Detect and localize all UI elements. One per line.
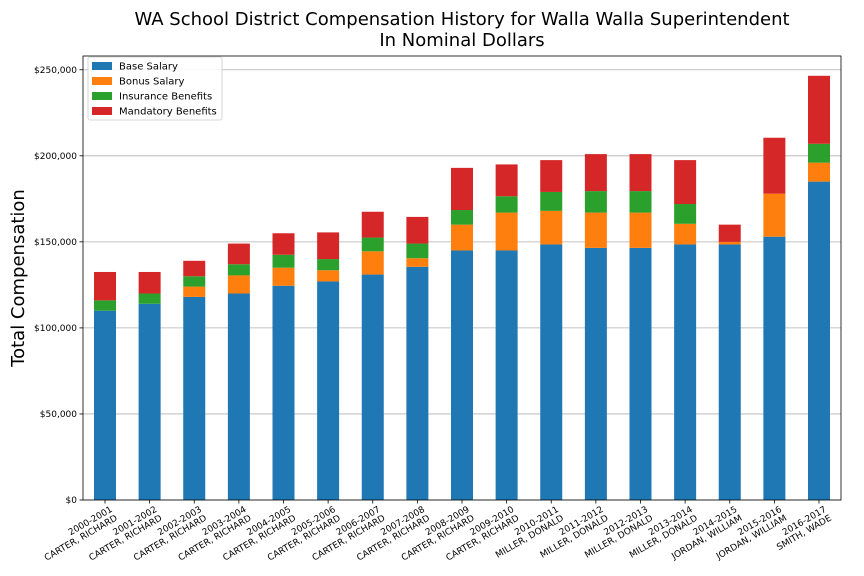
bar-segment-bonus-salary [227,275,250,294]
bar-segment-bonus-salary [540,210,563,245]
legend-swatch [92,107,112,115]
bar-segment-mandatory-benefits [317,232,340,260]
bar-segment-insurance-benefits [629,191,652,213]
bar-segment-insurance-benefits [138,293,161,304]
bar-segment-insurance-benefits [495,196,518,213]
bar-segment-insurance-benefits [361,237,384,252]
legend-swatch [92,77,112,85]
bar-segment-base-salary [808,181,830,500]
bar-segment-mandatory-benefits [227,243,250,265]
legend-box [87,56,223,121]
bar-segment-base-salary [495,250,518,500]
plot-frame [82,55,842,501]
bar-segment-bonus-salary [406,258,429,267]
bar-segment-mandatory-benefits [361,211,384,238]
bar-segment-insurance-benefits [183,276,206,287]
bar-segment-mandatory-benefits [94,271,116,301]
bar-segment-bonus-salary [495,212,518,251]
bar-segment-insurance-benefits [808,143,830,163]
bar-segment-mandatory-benefits [629,154,652,192]
bar-segment-base-salary [584,247,607,500]
bars [94,75,830,500]
bar-segment-bonus-salary [272,267,295,286]
bar-segment-mandatory-benefits [183,260,206,277]
legend-label: Bonus Salary [119,77,185,88]
bar-segment-insurance-benefits [674,204,697,224]
bar-segment-bonus-salary [674,223,697,245]
y-axis-ticks: $0 $50,000 $100,000 $150,000 $200,000 $250,00… [34,66,83,506]
bar-segment-bonus-salary [718,241,741,245]
legend-label: Mandatory Benefits [119,107,217,118]
bar-segment-bonus-salary [361,251,384,275]
y-tick-label: $200,000 [34,152,77,162]
bar-segment-insurance-benefits [451,210,473,225]
bar-segment-mandatory-benefits [495,164,518,197]
legend: Base Salary Bonus Salary Insurance Benefit… [87,56,223,121]
bar-segment-bonus-salary [584,212,607,248]
bar-segment-bonus-salary [763,193,786,237]
bar-segment-base-salary [272,285,295,500]
bar-segment-bonus-salary [317,270,340,282]
bar-segment-bonus-salary [451,224,473,251]
bar-segment-base-salary [451,250,473,500]
bar-segment-base-salary [138,303,161,500]
legend-label: Base Salary [119,62,178,73]
bar-segment-mandatory-benefits [763,137,786,194]
y-tick-label: $250,000 [34,66,77,76]
bar-segment-bonus-salary [808,162,830,182]
bar-segment-mandatory-benefits [540,160,563,192]
bar-segment-mandatory-benefits [272,233,295,255]
bar-segment-insurance-benefits [584,191,607,213]
legend-label: Insurance Benefits [119,92,212,103]
bar-segment-insurance-benefits [406,243,429,259]
bar-segment-base-salary [629,247,652,500]
chart-subtitle: In Nominal Dollars [379,30,544,51]
chart-title: WA School District Compensation History … [134,9,789,30]
bar-segment-insurance-benefits [317,259,340,271]
bar-segment-base-salary [406,266,429,500]
bar-segment-mandatory-benefits [138,271,161,294]
bar-segment-mandatory-benefits [808,75,830,144]
bar-segment-base-salary [361,274,384,500]
bar-segment-mandatory-benefits [451,167,473,211]
bar-segment-base-salary [317,281,340,500]
bar-segment-mandatory-benefits [718,224,741,242]
bar-segment-insurance-benefits [272,254,295,268]
bar-segment-insurance-benefits [540,191,563,211]
bar-segment-base-salary [674,244,697,500]
legend-swatch [92,92,112,100]
y-tick-label: $50,000 [40,410,77,420]
bar-segment-base-salary [763,236,786,500]
y-axis-label: Total Compensation [8,189,29,368]
bar-segment-bonus-salary [183,286,206,297]
bar-segment-mandatory-benefits [674,160,697,204]
bar-segment-mandatory-benefits [584,154,607,192]
bar-segment-base-salary [718,244,741,500]
bar-segment-base-salary [227,293,250,500]
y-tick-label: $100,000 [34,324,77,334]
y-tick-label: $150,000 [34,238,77,248]
bar-segment-insurance-benefits [227,264,250,276]
bar-segment-base-salary [540,244,563,500]
bar-segment-bonus-salary [629,212,652,248]
y-tick-label: $0 [66,496,78,506]
bar-segment-base-salary [94,310,116,500]
bar-segment-mandatory-benefits [406,216,429,244]
bar-segment-base-salary [183,296,206,500]
legend-swatch [92,62,112,70]
bar-segment-insurance-benefits [94,300,116,311]
